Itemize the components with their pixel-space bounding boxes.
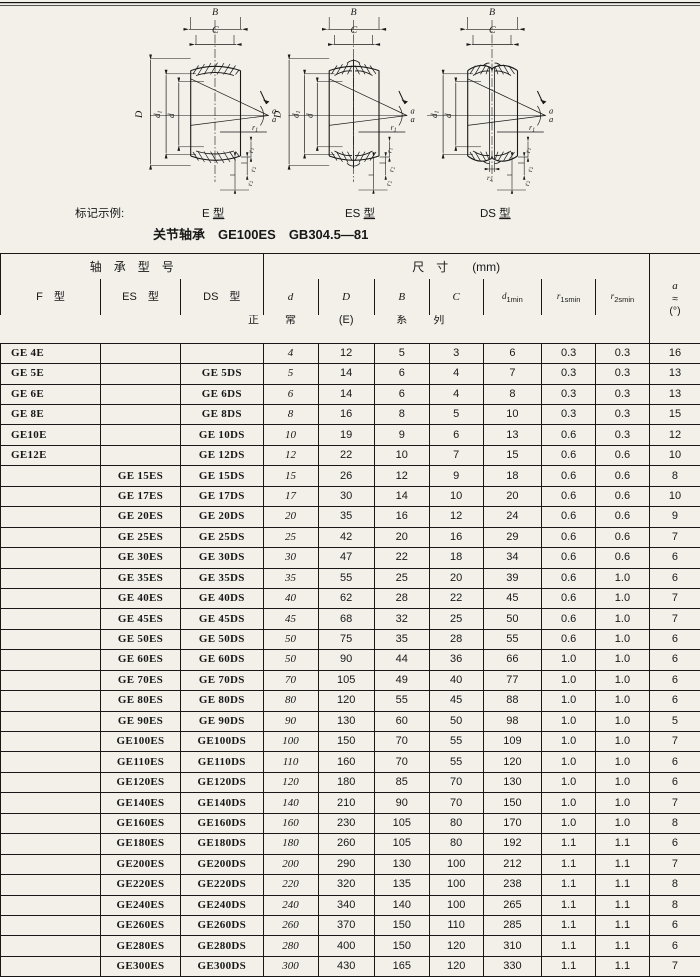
svg-text:D: D	[134, 110, 145, 119]
svg-text:r2: r2	[249, 166, 258, 172]
svg-text:ES 型: ES 型	[345, 207, 375, 220]
svg-text:d: d	[305, 113, 315, 118]
svg-text:r1: r1	[386, 148, 395, 153]
svg-text:a: a	[272, 106, 276, 116]
svg-text:d1: d1	[152, 111, 164, 119]
svg-text:r2: r2	[388, 166, 397, 172]
svg-text:C: C	[351, 25, 358, 36]
svg-text:标记示例:: 标记示例:	[75, 207, 124, 220]
svg-text:r1: r1	[391, 123, 397, 134]
svg-text:r1: r1	[247, 148, 256, 153]
svg-text:d: d	[166, 113, 176, 118]
svg-text:C: C	[489, 25, 496, 36]
svg-text:r2: r2	[487, 174, 493, 183]
svg-text:DS 型: DS 型	[480, 207, 511, 220]
svg-text:a: a	[411, 106, 415, 116]
svg-text:a: a	[549, 106, 553, 116]
svg-text:B: B	[489, 7, 495, 18]
svg-text:d: d	[443, 113, 453, 118]
svg-text:r1: r1	[524, 148, 533, 153]
svg-text:a: a	[272, 114, 276, 124]
svg-text:a: a	[549, 114, 553, 124]
svg-text:r2: r2	[523, 180, 532, 186]
svg-text:C: C	[212, 25, 219, 36]
svg-text:B: B	[212, 7, 218, 18]
svg-text:r1: r1	[529, 123, 535, 134]
svg-text:a: a	[411, 114, 415, 124]
svg-text:关节轴承 GE100ES GB304.5—81: 关节轴承 GE100ES GB304.5—81	[153, 227, 368, 242]
svg-text:D: D	[273, 110, 284, 119]
svg-text:r2: r2	[526, 166, 535, 172]
svg-text:d1: d1	[429, 111, 441, 119]
svg-text:r2: r2	[246, 180, 255, 186]
svg-text:r2: r2	[385, 180, 394, 186]
svg-text:B: B	[351, 7, 357, 18]
svg-text:d1: d1	[291, 111, 303, 119]
svg-text:r1: r1	[252, 123, 258, 134]
svg-text:E 型: E 型	[202, 207, 224, 220]
